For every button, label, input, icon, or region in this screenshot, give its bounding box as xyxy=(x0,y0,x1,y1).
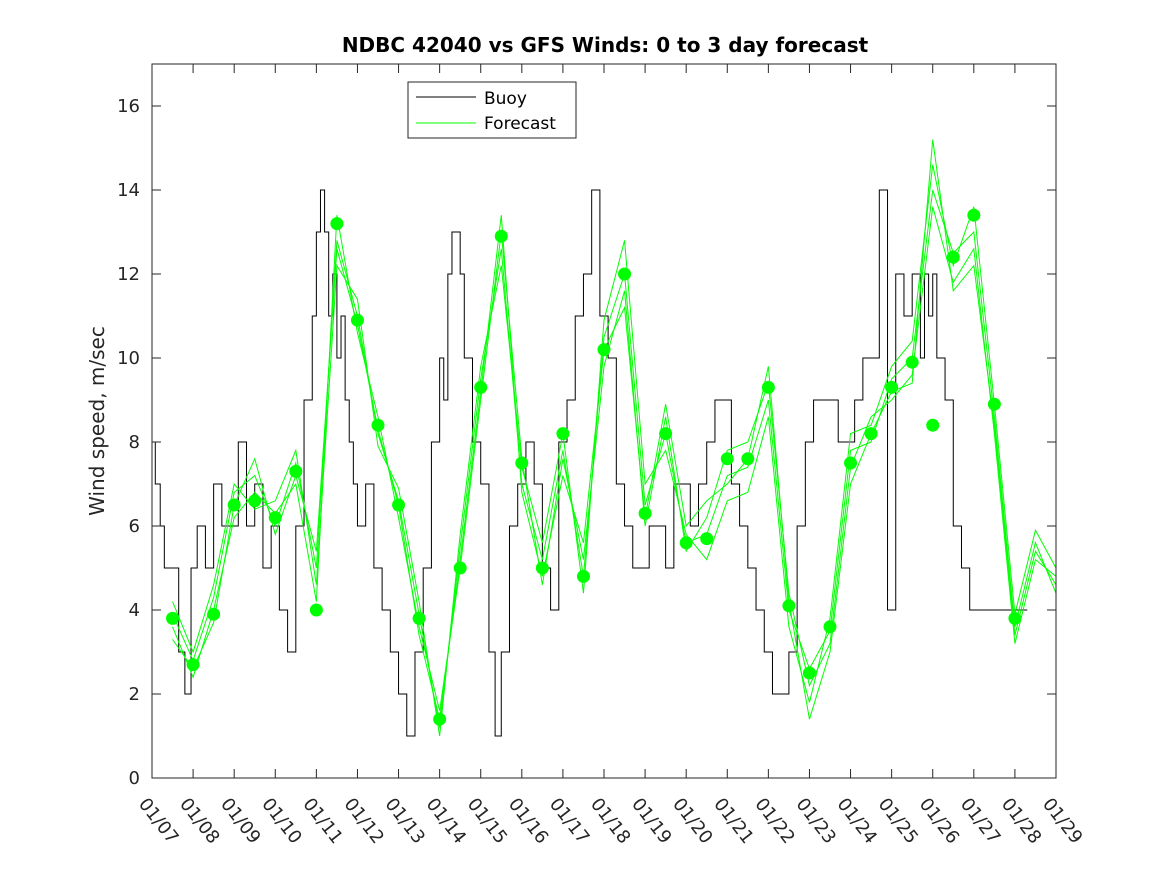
x-tick-label: 01/12 xyxy=(340,794,388,848)
x-tick-label: 01/10 xyxy=(257,794,305,848)
x-tick-label: 01/21 xyxy=(709,794,757,848)
forecast-points xyxy=(166,208,1022,726)
forecast-point xyxy=(782,599,796,613)
y-axis: 0 2 4 6 8 10 12 14 16 xyxy=(117,96,1056,789)
y-tick-label: 16 xyxy=(117,96,140,117)
legend: Buoy Forecast xyxy=(407,81,577,139)
forecast-point xyxy=(638,506,652,520)
x-tick-label: 01/20 xyxy=(668,794,716,848)
forecast-point xyxy=(597,343,611,357)
forecast-point xyxy=(330,217,344,231)
y-tick-label: 6 xyxy=(129,516,140,537)
forecast-point xyxy=(659,427,673,441)
y-tick-label: 10 xyxy=(117,348,140,369)
forecast-point xyxy=(186,658,200,672)
forecast-point xyxy=(166,611,180,625)
x-tick-label: 01/29 xyxy=(1038,794,1086,848)
forecast-point xyxy=(761,380,775,394)
chart-title: NDBC 42040 vs GFS Winds: 0 to 3 day fore… xyxy=(342,33,869,57)
x-tick-label: 01/18 xyxy=(586,794,634,848)
forecast-point xyxy=(474,380,488,394)
forecast-point xyxy=(802,666,816,680)
y-axis-label: Wind speed, m/sec xyxy=(85,326,109,516)
x-tick-label: 01/15 xyxy=(463,794,511,848)
forecast-point xyxy=(679,536,693,550)
forecast-point xyxy=(926,418,940,432)
forecast-point xyxy=(946,250,960,264)
plot-background xyxy=(152,64,1056,778)
x-tick-label: 01/28 xyxy=(997,794,1045,848)
x-tick-label: 01/22 xyxy=(750,794,798,848)
forecast-point xyxy=(535,561,549,575)
forecast-point xyxy=(433,712,447,726)
forecast-point xyxy=(494,229,508,243)
legend-box xyxy=(407,81,577,139)
forecast-point xyxy=(371,418,385,432)
forecast-point xyxy=(309,603,323,617)
forecast-point xyxy=(207,607,221,621)
forecast-point xyxy=(289,464,303,478)
x-tick-label: 01/24 xyxy=(833,794,881,848)
forecast-point xyxy=(905,355,919,369)
forecast-point xyxy=(720,452,734,466)
x-tick-label: 01/23 xyxy=(792,794,840,848)
x-tick-label: 01/11 xyxy=(298,794,346,848)
x-tick-label: 01/25 xyxy=(874,794,922,848)
x-tick-label: 01/07 xyxy=(134,794,182,848)
x-tick-label: 01/08 xyxy=(175,794,223,848)
x-tick-label: 01/26 xyxy=(915,794,963,848)
forecast-point xyxy=(412,611,426,625)
forecast-line xyxy=(172,164,1057,737)
forecast-point xyxy=(268,511,282,525)
forecast-line xyxy=(172,139,1057,720)
x-tick-label: 01/19 xyxy=(627,794,675,848)
forecast-point xyxy=(844,456,858,470)
x-tick-label: 01/09 xyxy=(216,794,264,848)
y-tick-label: 12 xyxy=(117,264,140,285)
forecast-point xyxy=(576,569,590,583)
forecast-point xyxy=(987,397,1001,411)
y-tick-label: 0 xyxy=(129,768,140,789)
x-tick-label: 01/13 xyxy=(381,794,429,848)
forecast-point xyxy=(515,456,529,470)
forecast-point xyxy=(556,427,570,441)
y-tick-label: 14 xyxy=(117,180,140,201)
forecast-point xyxy=(392,498,406,512)
forecast-point xyxy=(967,208,981,222)
forecast-point xyxy=(700,532,714,546)
legend-label-buoy: Buoy xyxy=(484,89,527,109)
x-tick-label: 01/27 xyxy=(956,794,1004,848)
forecast-point xyxy=(1008,611,1022,625)
forecast-point xyxy=(823,620,837,634)
forecast-point xyxy=(350,313,364,327)
y-tick-label: 2 xyxy=(129,684,140,705)
forecast-point xyxy=(618,267,632,281)
forecast-point xyxy=(248,494,262,508)
forecast-point xyxy=(227,498,241,512)
forecast-point xyxy=(453,561,467,575)
x-tick-label: 01/16 xyxy=(504,794,552,848)
y-tick-label: 8 xyxy=(129,432,140,453)
forecast-point xyxy=(741,452,755,466)
forecast-point xyxy=(864,427,878,441)
x-tick-label: 01/17 xyxy=(545,794,593,848)
x-tick-label: 01/14 xyxy=(422,794,470,848)
y-tick-label: 4 xyxy=(129,600,140,621)
forecast-point xyxy=(885,380,899,394)
legend-label-forecast: Forecast xyxy=(484,114,556,134)
